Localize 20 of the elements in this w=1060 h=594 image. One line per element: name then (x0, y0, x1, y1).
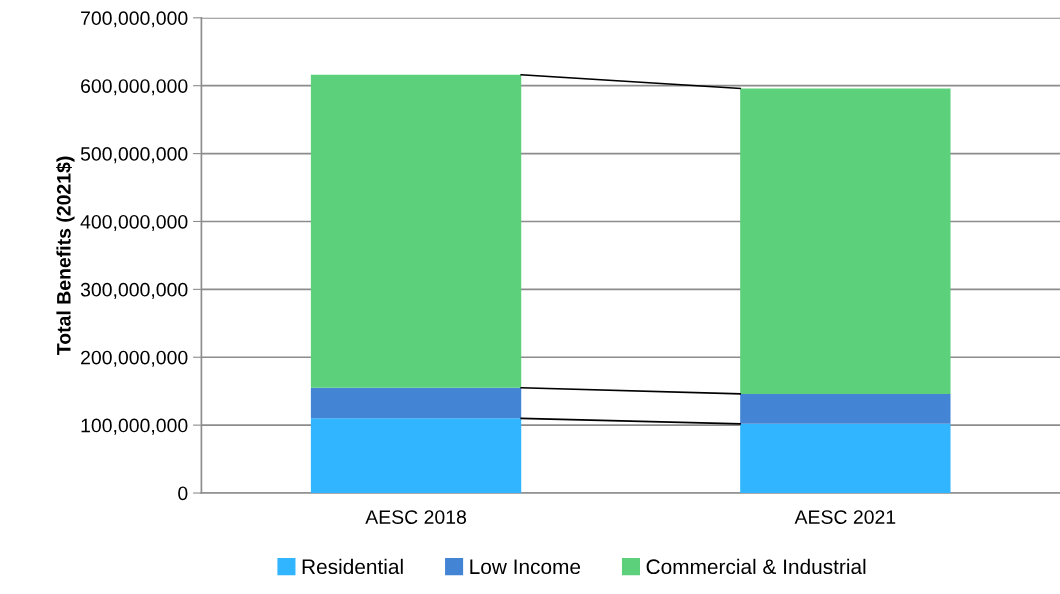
y-tick-label: 200,000,000 (81, 350, 188, 367)
legend-label: Commercial & Industrial (646, 558, 866, 575)
bar (310, 387, 522, 419)
legend-label: Low Income (470, 559, 581, 575)
bar (740, 423, 951, 494)
bar (310, 74, 522, 388)
bar (740, 393, 951, 424)
y-tick-label: 400,000,000 (80, 214, 188, 232)
x-tick-label: AESC 2021 (794, 510, 896, 524)
y-tick-label: 700,000,000 (81, 11, 188, 28)
y-tick-label: 100,000,000 (81, 418, 188, 435)
y-tick-label: 0 (178, 486, 188, 501)
y-tick-label: 500,000,000 (80, 147, 188, 164)
y-tick-label: 600,000,000 (81, 79, 188, 96)
bar (740, 88, 951, 394)
x-tick-label: AESC 2018 (365, 510, 467, 524)
y-tick-label: 300,000,000 (80, 282, 188, 299)
bar (310, 418, 522, 494)
legend-label: Residential (302, 558, 403, 575)
y-axis-title: Total Benefits (2021$) (56, 156, 75, 355)
